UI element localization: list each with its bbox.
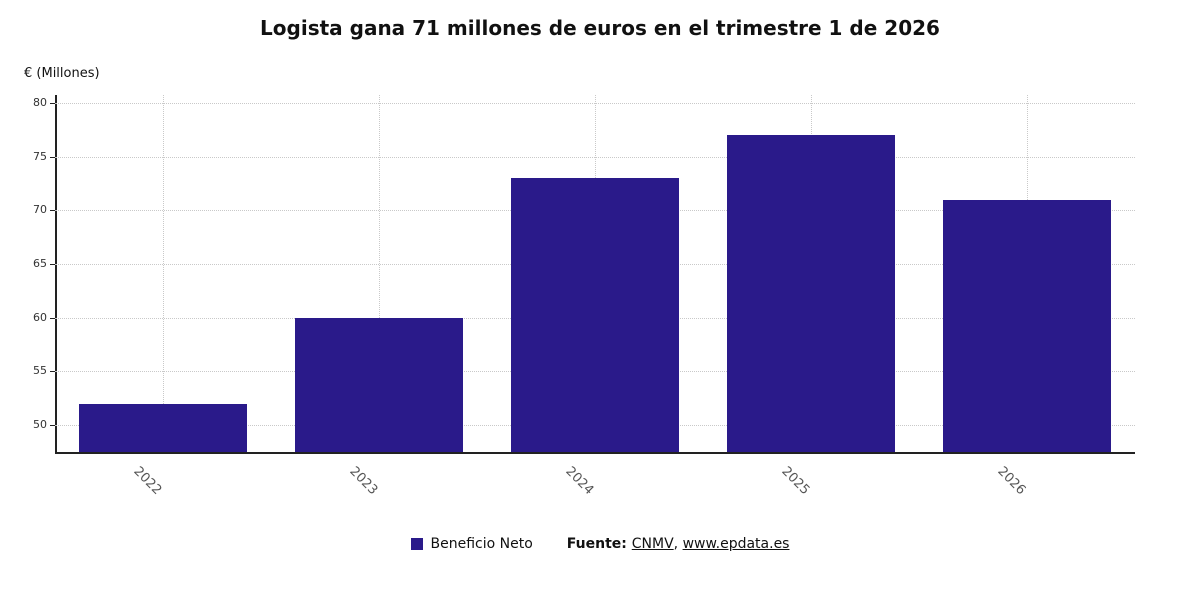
y-tick-label: 50	[33, 418, 47, 432]
y-tick-label: 55	[33, 364, 47, 378]
y-tick-mark	[50, 317, 55, 319]
x-tick-label: 2024	[562, 464, 597, 499]
source-link-cnmv[interactable]: CNMV	[631, 536, 674, 552]
y-tick-mark	[50, 210, 55, 212]
x-tick-label: 2025	[778, 464, 813, 499]
bar-2024	[511, 178, 679, 452]
y-tick-mark	[50, 156, 55, 158]
bar-2025	[727, 135, 895, 452]
y-tick-label: 65	[33, 257, 47, 271]
x-axis-line	[55, 452, 1135, 454]
chart-title: Logista gana 71 millones de euros en el …	[260, 16, 940, 40]
plot-area: 50 55 60 65 70 75 80 2022 2023 2024 2025 2026	[33, 95, 1135, 498]
source-prefix: Fuente:	[566, 536, 632, 552]
x-tick-label: 2022	[130, 464, 165, 499]
bar-2026	[943, 199, 1111, 452]
y-tick-mark	[50, 425, 55, 427]
y-tick-mark	[50, 371, 55, 373]
bar-2023	[295, 317, 463, 452]
gridline-vertical	[163, 95, 164, 452]
y-tick-label: 60	[33, 310, 47, 324]
legend-swatch	[410, 538, 423, 550]
y-tick-mark	[50, 103, 55, 105]
gridline-vertical	[379, 95, 380, 452]
y-tick-label: 80	[33, 96, 47, 110]
y-axis-label: € (Millones)	[24, 66, 100, 81]
source-text: Fuente: CNMV, www.epdata.es	[567, 536, 790, 552]
x-tick-label: 2023	[346, 464, 381, 499]
x-tick-label: 2026	[994, 464, 1029, 499]
y-tick-label: 75	[33, 149, 47, 163]
y-tick-mark	[50, 264, 55, 266]
y-axis-line	[55, 95, 57, 452]
source-separator: ,	[673, 536, 683, 552]
bar-2022	[79, 403, 247, 452]
legend: Beneficio Neto	[410, 536, 533, 552]
chart-footer: Beneficio Neto Fuente: CNMV, www.epdata.…	[0, 536, 1200, 552]
y-tick-label: 70	[33, 203, 47, 217]
source-link-epdata[interactable]: www.epdata.es	[682, 536, 790, 552]
legend-label: Beneficio Neto	[430, 536, 533, 552]
